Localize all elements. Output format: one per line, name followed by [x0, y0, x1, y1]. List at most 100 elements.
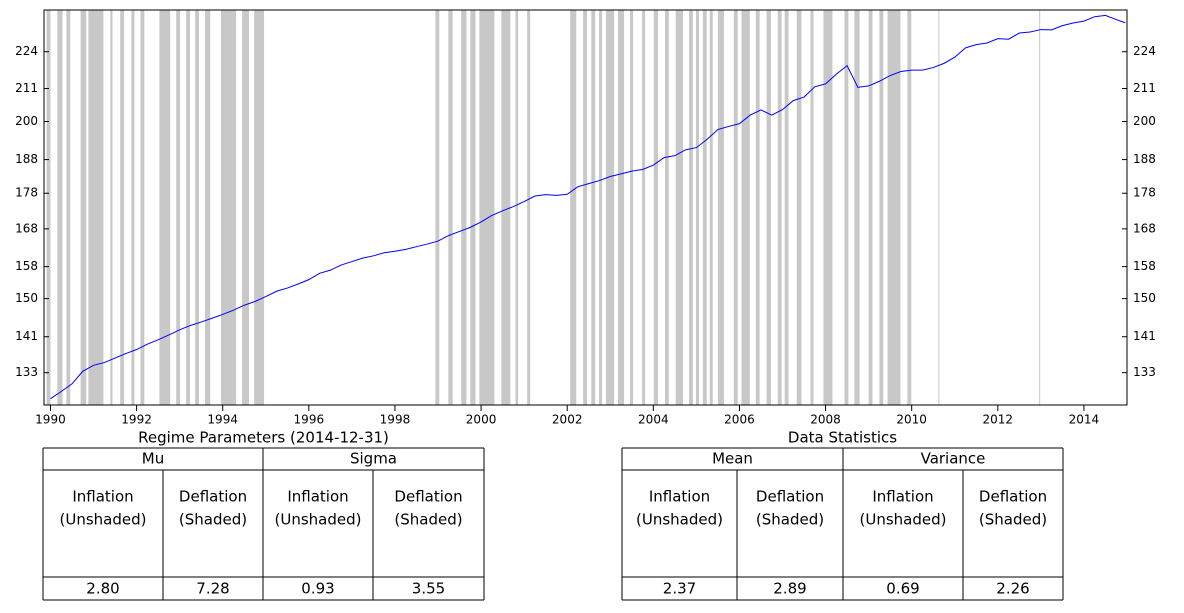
- shaded-region: [664, 10, 669, 405]
- y-tick-label: 224: [15, 44, 38, 58]
- table-value: 0.93: [301, 580, 334, 598]
- x-tick-label: 1998: [380, 413, 411, 427]
- shaded-region: [630, 10, 634, 405]
- shaded-region: [784, 10, 789, 405]
- shaded-region: [501, 10, 511, 405]
- shaded-region: [448, 10, 453, 405]
- shaded-region: [186, 10, 190, 405]
- column-header: Inflation: [287, 488, 348, 506]
- shaded-region: [605, 10, 615, 405]
- y-tick-label: 141: [15, 329, 38, 343]
- x-tick-label: 1994: [207, 413, 238, 427]
- y-tick-label: 200: [15, 114, 38, 128]
- shaded-region: [479, 10, 495, 405]
- x-tick-label: 2002: [552, 413, 583, 427]
- shaded-region: [755, 10, 760, 405]
- column-header: (Unshaded): [636, 511, 723, 529]
- column-header: Deflation: [179, 488, 247, 506]
- column-header: (Unshaded): [275, 511, 362, 529]
- x-tick-label: 2014: [1069, 413, 1100, 427]
- column-header: (Shaded): [179, 511, 247, 529]
- shaded-region: [57, 10, 63, 405]
- shaded-region: [1039, 10, 1041, 405]
- column-header: Deflation: [756, 488, 824, 506]
- shaded-region: [938, 10, 940, 405]
- column-header: Inflation: [649, 488, 710, 506]
- shaded-region: [689, 10, 693, 405]
- column-header: (Unshaded): [860, 511, 947, 529]
- group-header: Mean: [712, 450, 753, 468]
- shaded-region: [242, 10, 249, 405]
- y-tick-label: 168: [15, 221, 38, 235]
- group-header: Variance: [921, 450, 986, 468]
- y-tick-label-right: 141: [1133, 329, 1156, 343]
- shaded-region: [88, 10, 104, 405]
- shaded-region: [717, 10, 724, 405]
- y-tick-label: 150: [15, 291, 38, 305]
- shaded-region: [887, 10, 901, 405]
- shaded-region: [868, 10, 873, 405]
- shaded-region: [583, 10, 588, 405]
- y-tick-label: 133: [15, 365, 38, 379]
- shaded-region: [653, 10, 659, 405]
- shaded-region: [80, 10, 87, 405]
- shaded-region: [435, 10, 440, 405]
- table-value: 7.28: [196, 580, 229, 598]
- x-tick-label: 2012: [983, 413, 1014, 427]
- shaded-region: [642, 10, 646, 405]
- y-tick-label-right: 211: [1133, 81, 1156, 95]
- shaded-region: [527, 10, 531, 405]
- shaded-region: [195, 10, 200, 405]
- shaded-region: [777, 10, 782, 405]
- table-title: Data Statistics: [788, 429, 897, 447]
- shaded-region: [823, 10, 833, 405]
- shaded-region: [254, 10, 265, 405]
- shaded-region: [176, 10, 181, 405]
- shaded-region: [591, 10, 596, 405]
- shaded-region: [66, 10, 71, 405]
- table-value: 2.26: [996, 580, 1029, 598]
- column-header: Deflation: [394, 488, 462, 506]
- shaded-region: [879, 10, 884, 405]
- shaded-region: [515, 10, 519, 405]
- y-tick-label-right: 200: [1133, 114, 1156, 128]
- table-value: 2.89: [773, 580, 806, 598]
- group-header: Mu: [142, 450, 164, 468]
- table-value: 0.69: [886, 580, 919, 598]
- table-value: 2.80: [86, 580, 119, 598]
- plot-frame: [43, 9, 1128, 406]
- table: Regime Parameters (2014-12-31) Mu Sigma Inf…: [42, 429, 485, 601]
- y-tick-label-right: 224: [1133, 44, 1156, 58]
- y-tick-label-right: 188: [1133, 152, 1156, 166]
- table: Data Statistics Mean Variance Inflation (Uns…: [621, 429, 1064, 601]
- x-tick-label: 2010: [896, 413, 927, 427]
- shaded-region: [695, 10, 699, 405]
- y-tick-label-right: 150: [1133, 291, 1156, 305]
- column-header: (Shaded): [756, 511, 824, 529]
- shaded-region: [618, 10, 625, 405]
- column-header: Inflation: [872, 488, 933, 506]
- shaded-region: [796, 10, 802, 405]
- shaded-region: [120, 10, 125, 405]
- shaded-region: [220, 10, 237, 405]
- shaded-region: [110, 10, 113, 405]
- x-tick-label: 2006: [724, 413, 755, 427]
- shaded-region: [675, 10, 684, 405]
- shaded-region: [461, 10, 467, 405]
- table-value: 3.55: [412, 580, 445, 598]
- shaded-region: [854, 10, 860, 405]
- column-header: (Shaded): [979, 511, 1047, 529]
- shaded-region: [131, 10, 135, 405]
- shaded-region: [159, 10, 171, 405]
- x-tick-label: 1992: [121, 413, 152, 427]
- shaded-region: [205, 10, 211, 405]
- shaded-region: [470, 10, 476, 405]
- shaded-region: [46, 10, 51, 405]
- y-tick-label: 188: [15, 152, 38, 166]
- x-tick-label: 1996: [294, 413, 325, 427]
- table-value: 2.37: [663, 580, 696, 598]
- shaded-region: [570, 10, 577, 405]
- column-header: (Unshaded): [60, 511, 147, 529]
- shaded-region: [907, 10, 912, 405]
